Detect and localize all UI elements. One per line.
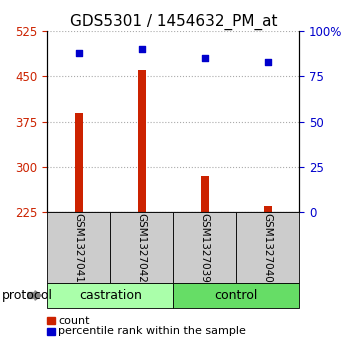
Title: GDS5301 / 1454632_PM_at: GDS5301 / 1454632_PM_at (70, 13, 277, 29)
Point (76, 50, 82, 56)
Bar (138, 70, 146, 212)
Text: count: count (58, 315, 90, 326)
Point (139, 46, 145, 52)
Text: GSM1327040: GSM1327040 (263, 213, 273, 283)
Text: GSM1327039: GSM1327039 (200, 213, 210, 283)
Point (265, 59, 271, 65)
Text: percentile rank within the sample: percentile rank within the sample (58, 326, 246, 337)
Bar (264, 206, 272, 212)
Text: control: control (215, 289, 258, 302)
Text: protocol: protocol (2, 289, 53, 302)
Bar (75, 113, 83, 212)
Point (202, 55, 208, 61)
Text: castration: castration (79, 289, 142, 302)
Text: GSM1327041: GSM1327041 (74, 213, 84, 283)
Text: GSM1327042: GSM1327042 (137, 213, 147, 283)
Bar (201, 176, 209, 212)
